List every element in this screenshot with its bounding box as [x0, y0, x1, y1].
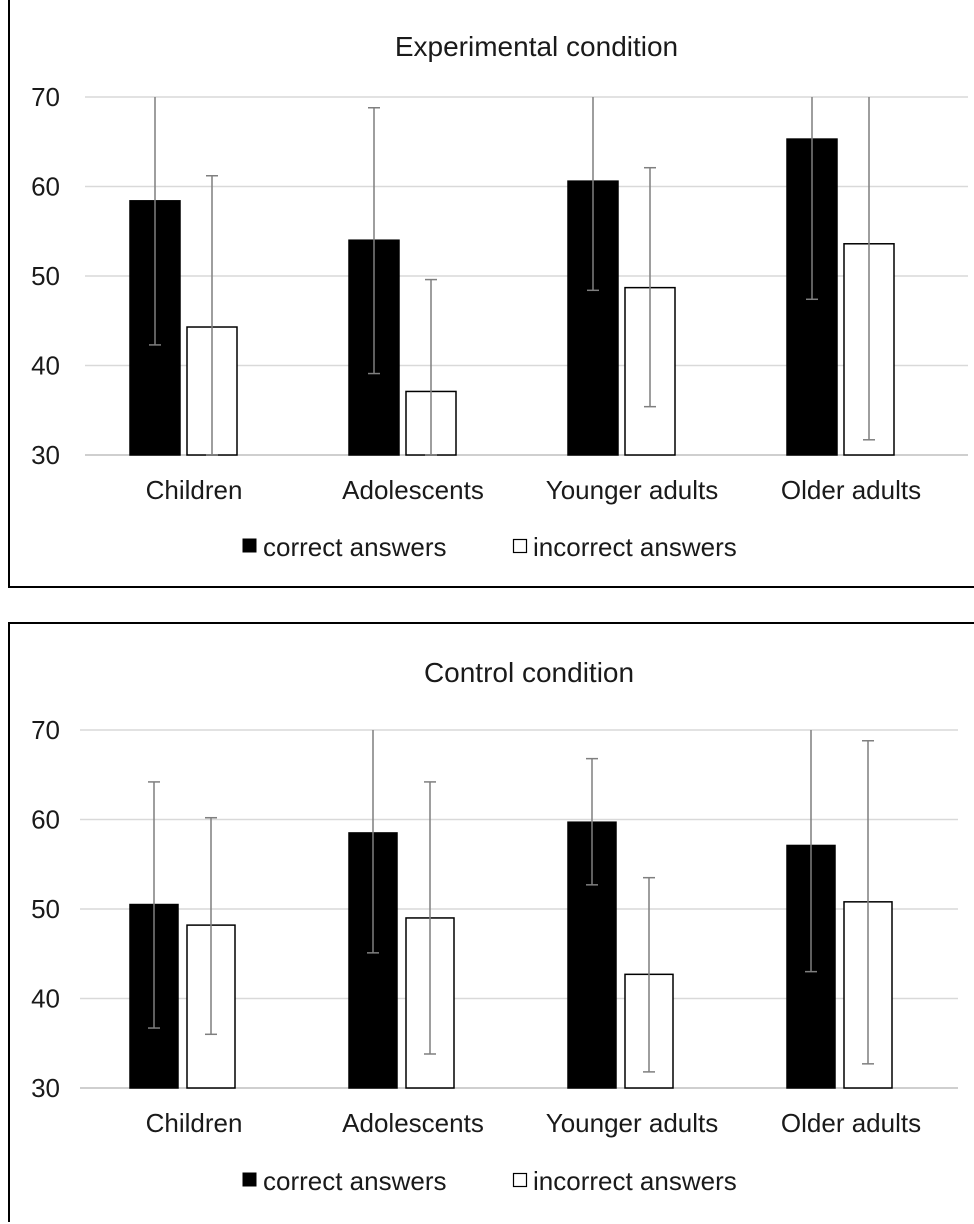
category-label: Children: [146, 475, 243, 505]
legend-label-correct: correct answers: [263, 532, 447, 562]
y-tick-label: 30: [31, 440, 60, 470]
y-tick-label: 40: [31, 984, 60, 1014]
category-label: Adolescents: [342, 1108, 484, 1138]
legend-swatch-incorrect: [512, 1172, 528, 1188]
category-label: Adolescents: [342, 475, 484, 505]
chart-panel-experimental: Experimental condition 30 40 50 60 70 Children…: [8, 0, 974, 588]
category-label: Older adults: [781, 1108, 921, 1138]
legend-swatch-correct: [242, 538, 257, 553]
y-tick-label: 40: [31, 351, 60, 381]
control-chart-svg: Control condition 30 40 50 60 70 Children Adole…: [31, 657, 958, 1196]
legend-swatch-incorrect: [512, 538, 528, 554]
y-tick-label: 70: [31, 715, 60, 745]
y-tick-label: 30: [31, 1073, 60, 1103]
legend-label-incorrect: incorrect answers: [533, 532, 737, 562]
legend-swatch-correct: [242, 1172, 257, 1187]
chart-panel-control: Control condition 30 40 50 60 70 Children Adole…: [8, 622, 974, 1222]
category-label: Children: [146, 1108, 243, 1138]
category-label: Younger adults: [546, 475, 719, 505]
category-label: Older adults: [781, 475, 921, 505]
y-tick-label: 60: [31, 805, 60, 835]
experimental-chart-svg: Experimental condition 30 40 50 60 70 Children…: [31, 31, 968, 562]
y-tick-label: 60: [31, 172, 60, 202]
category-label: Younger adults: [546, 1108, 719, 1138]
y-tick-label: 50: [31, 894, 60, 924]
y-tick-label: 50: [31, 261, 60, 291]
legend-label-correct: correct answers: [263, 1166, 447, 1196]
chart-title: Experimental condition: [395, 31, 678, 62]
legend-label-incorrect: incorrect answers: [533, 1166, 737, 1196]
y-tick-label: 70: [31, 82, 60, 112]
chart-title: Control condition: [424, 657, 634, 688]
bar-correct: [567, 180, 619, 456]
